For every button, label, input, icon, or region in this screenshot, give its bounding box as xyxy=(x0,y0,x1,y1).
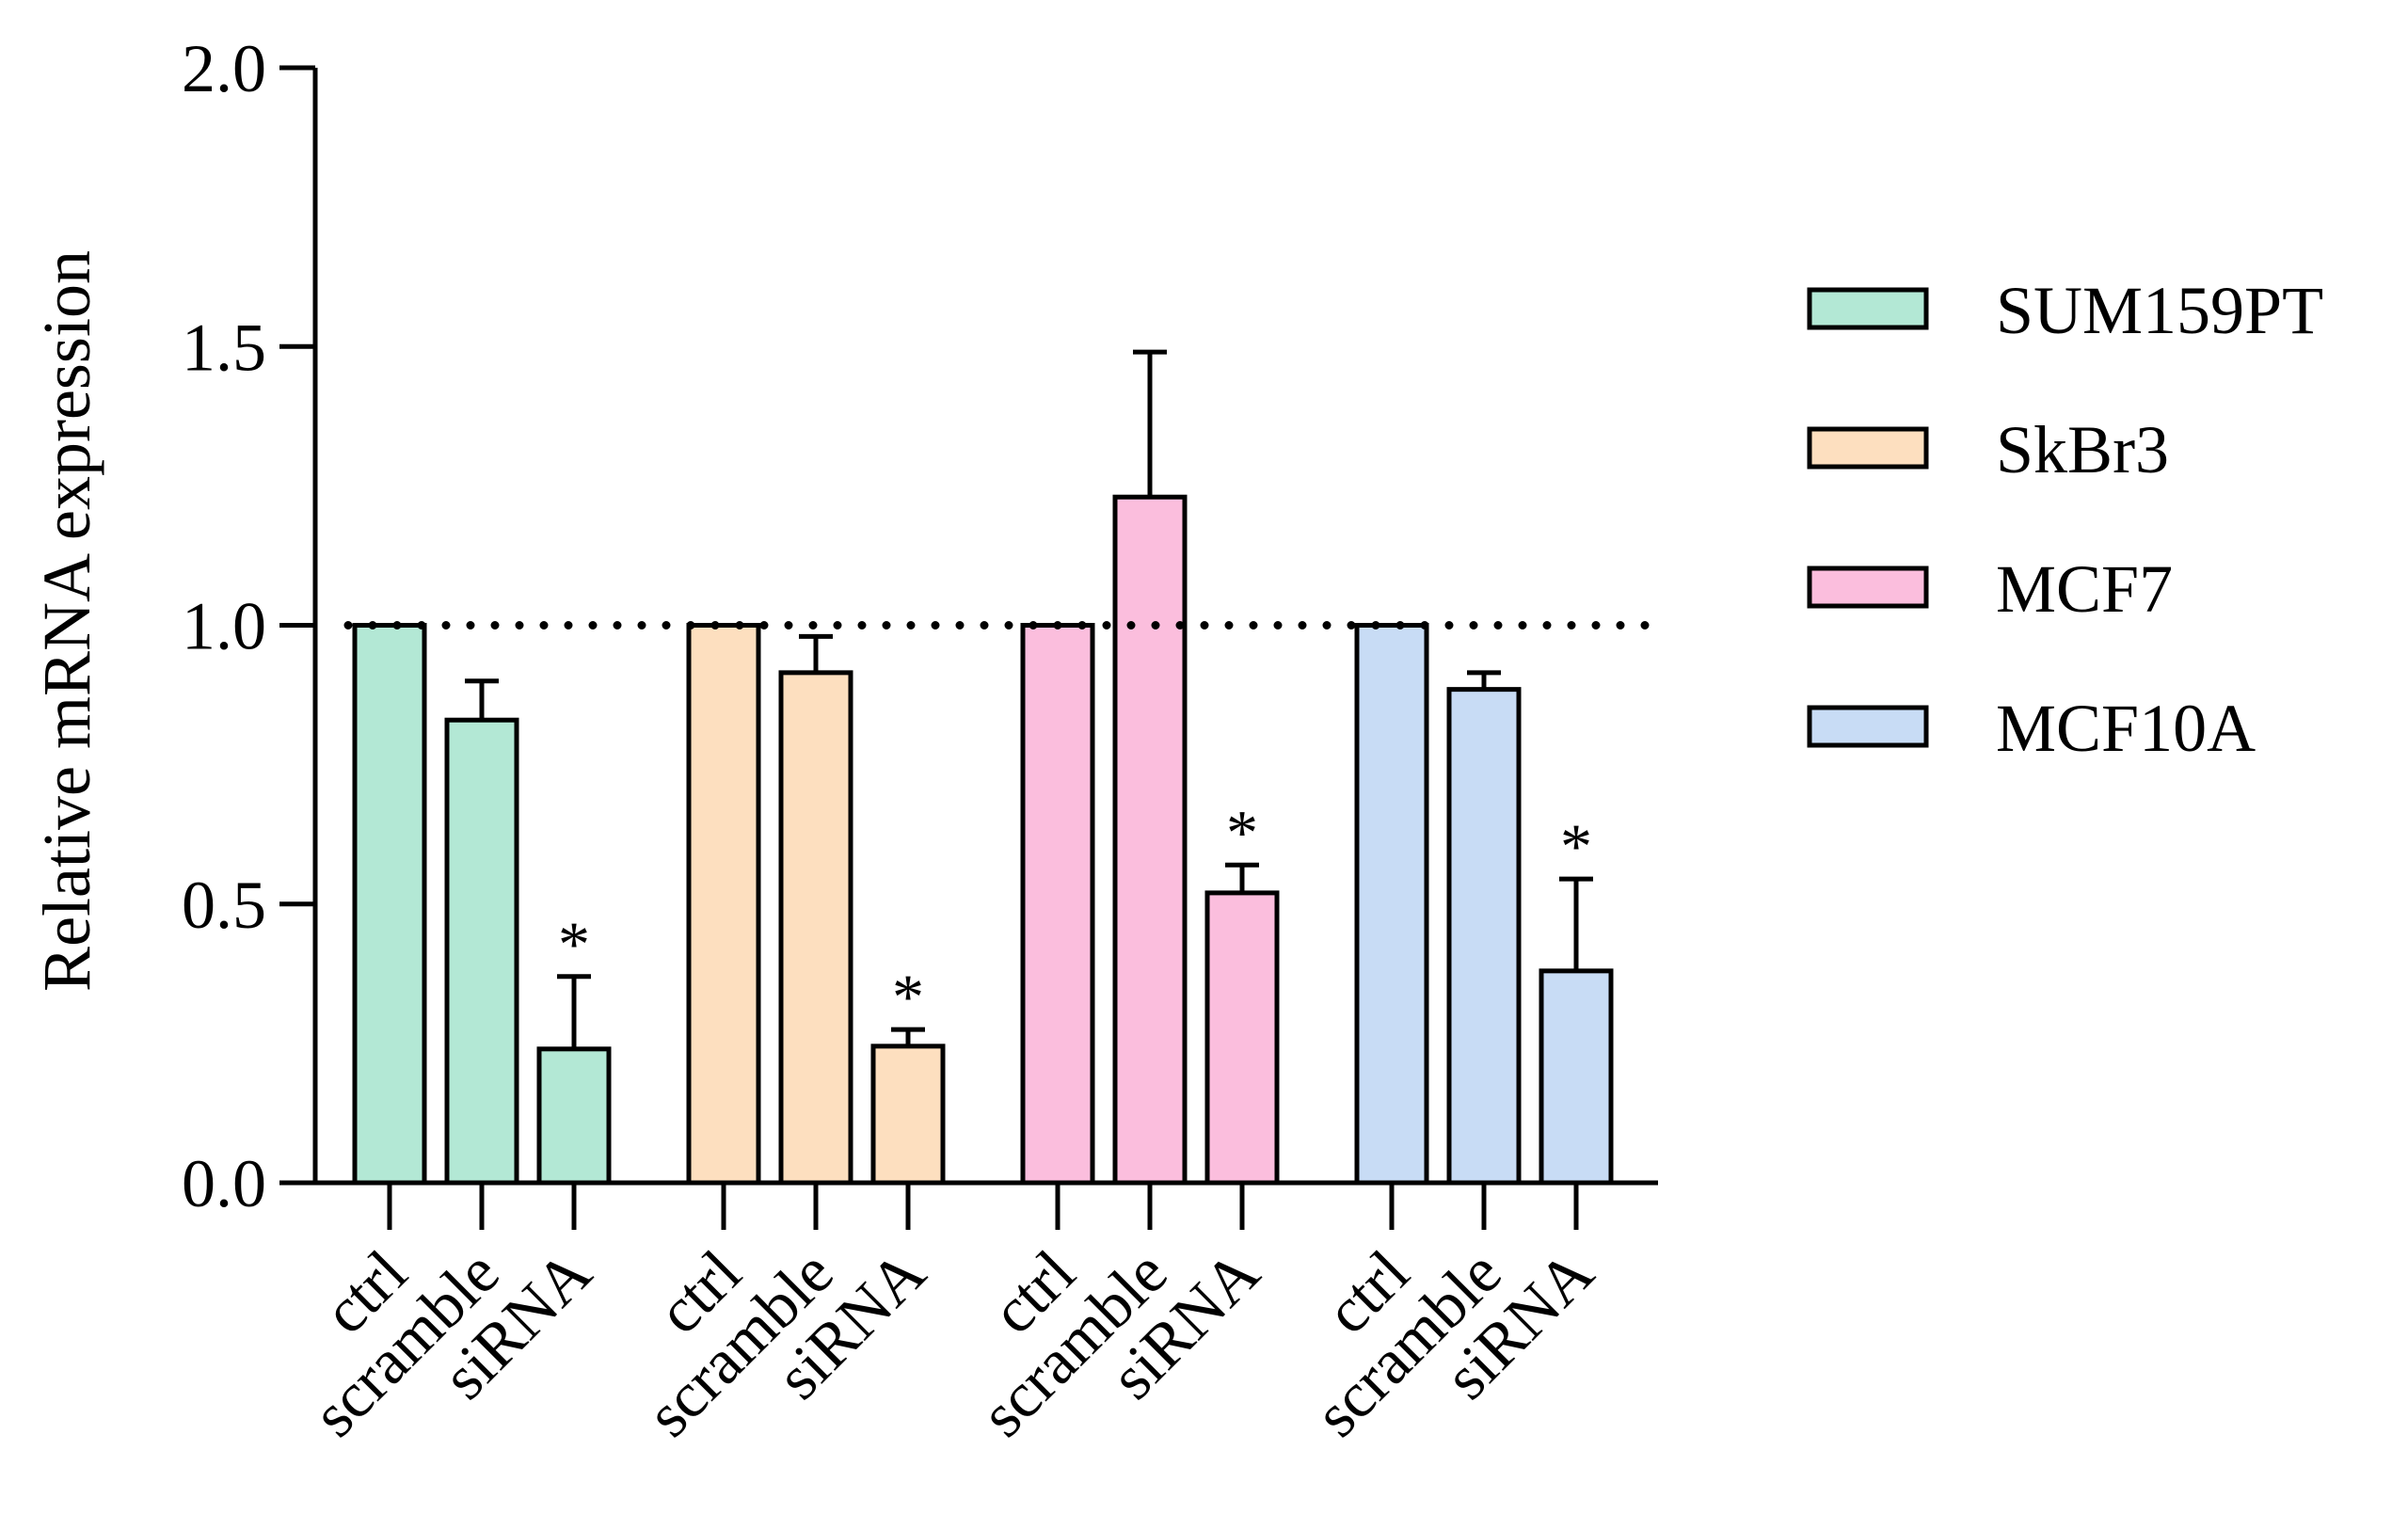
bar-group-sum159pt: * xyxy=(352,623,612,1186)
y-tick-label: 0.0 xyxy=(182,1146,266,1221)
bar xyxy=(352,623,427,1186)
bar xyxy=(1539,968,1614,1186)
bar xyxy=(778,670,853,1186)
bar xyxy=(1354,623,1429,1186)
legend-swatch xyxy=(1807,566,1929,609)
bar-group-mcf10a: * xyxy=(1354,623,1614,1186)
legend: SUM159PT SkBr3 MCF7 MCF10A xyxy=(1807,273,2323,766)
y-tick-label: 0.5 xyxy=(182,868,266,943)
legend-swatch xyxy=(1807,705,1929,748)
legend-label: SkBr3 xyxy=(1996,412,2169,487)
legend-swatch xyxy=(1807,287,1929,330)
bar xyxy=(444,717,519,1186)
bar xyxy=(1020,623,1095,1186)
y-axis: 0.0 0.5 1.0 1.5 2.0 xyxy=(182,31,318,1221)
y-axis-label: Relative mRNA expression xyxy=(29,250,104,992)
bar-group-mcf7: * xyxy=(1020,349,1280,1186)
significance-marker: * xyxy=(1226,796,1258,868)
significance-marker: * xyxy=(1560,810,1592,882)
legend-item-sum159pt: SUM159PT xyxy=(1807,273,2323,348)
legend-item-mcf7: MCF7 xyxy=(1807,551,2173,627)
legend-label: MCF7 xyxy=(1996,551,2173,627)
significance-marker: * xyxy=(892,961,924,1032)
bar xyxy=(1204,890,1280,1186)
bar xyxy=(1446,687,1522,1186)
legend-swatch xyxy=(1807,426,1929,470)
plot-area: * * * * xyxy=(343,349,1663,1186)
legend-item-mcf10a: MCF10A xyxy=(1807,691,2256,766)
y-tick-label: 1.0 xyxy=(182,589,266,664)
bar xyxy=(686,623,761,1186)
y-tick-label: 2.0 xyxy=(182,31,266,106)
bar xyxy=(536,1046,612,1186)
bar xyxy=(870,1044,946,1186)
legend-label: MCF10A xyxy=(1996,691,2256,766)
bar-group-skbr3: * xyxy=(686,623,946,1186)
legend-label: SUM159PT xyxy=(1996,273,2323,348)
bar xyxy=(1112,494,1188,1186)
y-tick-label: 1.5 xyxy=(182,310,266,385)
legend-item-skbr3: SkBr3 xyxy=(1807,412,2169,487)
significance-marker: * xyxy=(558,908,590,980)
